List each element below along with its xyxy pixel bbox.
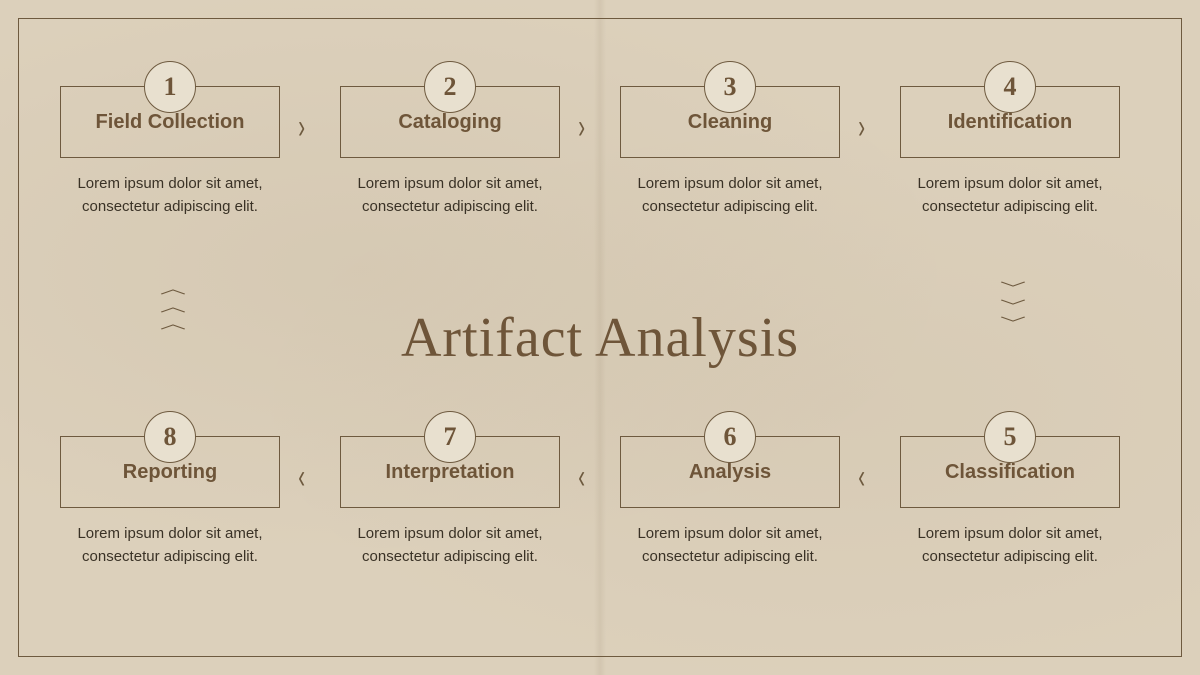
arrow-right-icon: › [858, 110, 865, 144]
step-6: 6 Analysis Lorem ipsum dolor sit amet, c… [620, 410, 840, 569]
step-label: Cleaning [688, 111, 772, 134]
step-number-circle: 3 [704, 61, 756, 113]
arrow-left-icon: ‹ [858, 460, 865, 494]
step-description: Lorem ipsum dolor sit amet, consectetur … [60, 522, 280, 569]
step-number-circle: 4 [984, 61, 1036, 113]
step-box: 6 Analysis [620, 436, 840, 508]
step-box: 2 Cataloging [340, 86, 560, 158]
arrow-left-icon: ‹ [578, 460, 585, 494]
step-box: 3 Cleaning [620, 86, 840, 158]
step-label: Interpretation [386, 461, 515, 484]
step-label: Reporting [123, 461, 217, 484]
step-4: 4 Identification Lorem ipsum dolor sit a… [900, 60, 1120, 219]
step-number-circle: 5 [984, 411, 1036, 463]
arrow-left-icon: ‹ [298, 460, 305, 494]
step-description: Lorem ipsum dolor sit amet, consectetur … [900, 172, 1120, 219]
step-number-circle: 1 [144, 61, 196, 113]
step-label: Classification [945, 461, 1075, 484]
step-3: 3 Cleaning Lorem ipsum dolor sit amet, c… [620, 60, 840, 219]
step-label: Identification [948, 111, 1072, 134]
step-label: Analysis [689, 461, 771, 484]
step-8: 8 Reporting Lorem ipsum dolor sit amet, … [60, 410, 280, 569]
step-2: 2 Cataloging Lorem ipsum dolor sit amet,… [340, 60, 560, 219]
step-7: 7 Interpretation Lorem ipsum dolor sit a… [340, 410, 560, 569]
chevron-up-icon: ︿ [160, 319, 186, 329]
step-label: Cataloging [398, 111, 501, 134]
step-box: 8 Reporting [60, 436, 280, 508]
step-box: 4 Identification [900, 86, 1120, 158]
step-number-circle: 6 [704, 411, 756, 463]
step-number-circle: 8 [144, 411, 196, 463]
step-box: 7 Interpretation [340, 436, 560, 508]
chevron-down-icon: ﹀ [1000, 302, 1026, 312]
step-description: Lorem ipsum dolor sit amet, consectetur … [60, 172, 280, 219]
step-number-circle: 2 [424, 61, 476, 113]
step-description: Lorem ipsum dolor sit amet, consectetur … [340, 522, 560, 569]
chevron-up-icon: ︿ [160, 302, 186, 312]
arrow-up-stack-icon: ︿ ︿ ︿ [160, 280, 186, 333]
chevron-up-icon: ︿ [160, 284, 186, 294]
arrow-right-icon: › [298, 110, 305, 144]
step-label: Field Collection [96, 111, 245, 134]
step-description: Lorem ipsum dolor sit amet, consectetur … [340, 172, 560, 219]
arrow-right-icon: › [578, 110, 585, 144]
step-box: 5 Classification [900, 436, 1120, 508]
step-description: Lorem ipsum dolor sit amet, consectetur … [620, 522, 840, 569]
chevron-down-icon: ﹀ [1000, 284, 1026, 294]
main-title: Artifact Analysis [401, 306, 799, 370]
step-box: 1 Field Collection [60, 86, 280, 158]
step-number-circle: 7 [424, 411, 476, 463]
step-1: 1 Field Collection Lorem ipsum dolor sit… [60, 60, 280, 219]
step-description: Lorem ipsum dolor sit amet, consectetur … [900, 522, 1120, 569]
chevron-down-icon: ﹀ [1000, 319, 1026, 329]
step-5: 5 Classification Lorem ipsum dolor sit a… [900, 410, 1120, 569]
step-description: Lorem ipsum dolor sit amet, consectetur … [620, 172, 840, 219]
arrow-down-stack-icon: ﹀ ﹀ ﹀ [1000, 280, 1026, 333]
